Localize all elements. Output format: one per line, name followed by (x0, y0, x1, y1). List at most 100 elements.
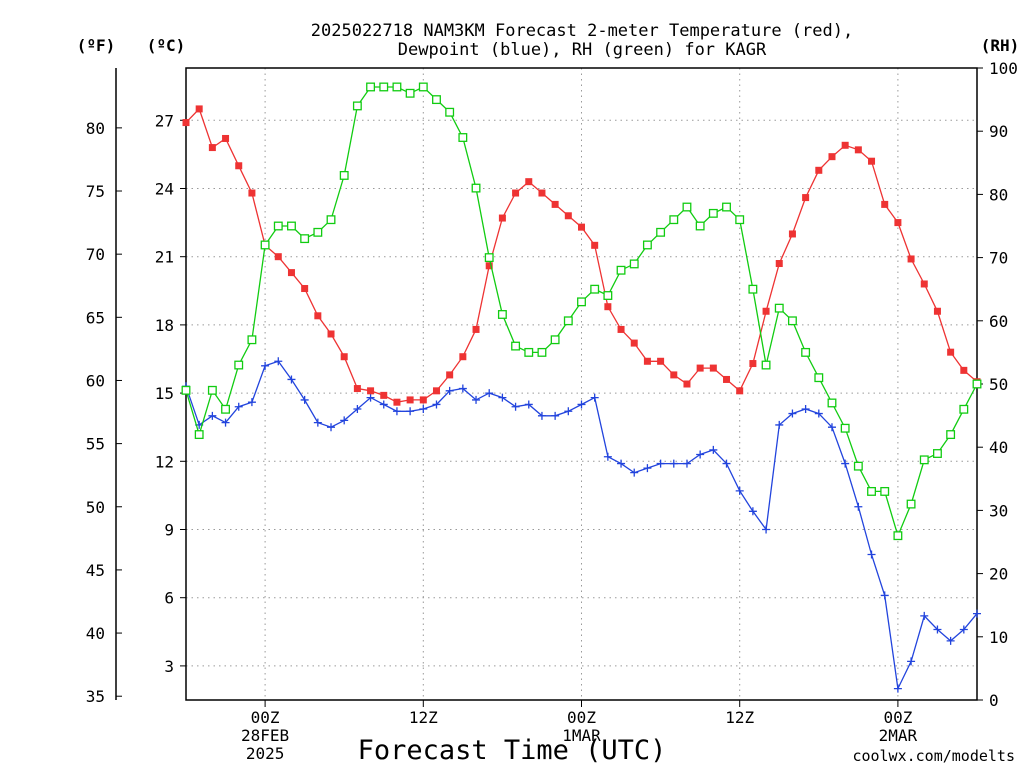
rh-point (392, 82, 402, 92)
temperature-point (578, 223, 585, 231)
rh-point (682, 202, 692, 212)
temperature-point (920, 280, 928, 288)
temperature-point (551, 200, 559, 208)
temperature-point (960, 366, 968, 374)
rh-point (708, 208, 718, 218)
tick-label-rh: 0 (989, 691, 999, 710)
rh-point (972, 379, 982, 389)
dewpoint-point (722, 459, 731, 468)
rh-point (366, 82, 376, 92)
dewpoint-point (827, 423, 836, 432)
temperature-point (406, 396, 414, 404)
temperature-point (802, 194, 810, 202)
dewpoint-point (973, 609, 981, 618)
dewpoint-point (419, 405, 428, 414)
temperature-point (472, 325, 480, 333)
rh-point (867, 486, 876, 496)
rh-point (577, 297, 586, 307)
dewpoint-point (946, 636, 955, 645)
dewpoint-point (920, 611, 929, 620)
rh-point (748, 284, 758, 294)
rh-point (735, 215, 745, 225)
temperature-point (446, 371, 454, 379)
rh-point (669, 215, 679, 225)
tick-label-celsius: 24 (155, 179, 174, 198)
dewpoint-point (458, 384, 467, 393)
temperature-point (947, 348, 955, 356)
dewpoint-point (880, 591, 889, 600)
dewpoint-point (577, 400, 586, 409)
tick-label-celsius: 18 (155, 316, 174, 335)
temperature-point (709, 364, 717, 372)
temperature-point (749, 360, 757, 368)
rh-point (511, 341, 521, 351)
dewpoint-point (445, 386, 454, 395)
rh-point (814, 373, 824, 383)
dewpoint-point (735, 486, 744, 495)
temperature-point (683, 380, 691, 388)
rh-point (616, 265, 626, 275)
rh-point (642, 240, 652, 250)
dewpoint-point (313, 418, 322, 427)
dewpoint-point (814, 409, 823, 418)
rh-point (827, 398, 837, 408)
rh-point (774, 303, 784, 313)
rh-point (550, 335, 560, 345)
dewpoint-point (379, 400, 388, 409)
temperature-point (868, 157, 876, 165)
tick-label-rh: 40 (989, 438, 1008, 457)
temperature-point (340, 353, 348, 361)
tick-label-rh: 60 (989, 312, 1008, 331)
temperature-point (498, 214, 506, 222)
temperature-point (485, 262, 493, 270)
dewpoint-point (234, 402, 243, 411)
rh-point (273, 221, 283, 231)
dewpoint-point (867, 550, 876, 559)
temperature-point (854, 146, 862, 154)
temperature-point (327, 330, 335, 338)
temperature-point (907, 255, 915, 263)
temperature-point (208, 144, 216, 152)
temperature-point (894, 219, 902, 227)
tick-label-rh: 90 (989, 122, 1008, 141)
tick-label-rh: 100 (989, 59, 1018, 78)
temperature-point (723, 375, 731, 383)
rh-point (300, 234, 310, 244)
x-tick-label: 00Z (567, 708, 596, 727)
dewpoint-point (696, 450, 705, 459)
temperature-point (538, 189, 546, 197)
dewpoint-point (327, 423, 336, 432)
temperature-point (828, 153, 836, 161)
temperature-point (657, 357, 665, 365)
rh-point (893, 531, 903, 541)
dewpoint-point (524, 400, 533, 409)
temperature-point (222, 134, 230, 142)
rh-point (181, 385, 191, 395)
temperature-point (736, 387, 744, 395)
data-series (181, 82, 982, 693)
rh-point (432, 95, 441, 105)
tick-label-celsius: 9 (164, 520, 174, 539)
tick-label-celsius: 6 (164, 589, 174, 608)
temperature-point (643, 357, 651, 365)
tick-label-celsius: 21 (155, 248, 174, 267)
x-tick-label: 00Z (251, 708, 280, 727)
rh-point (629, 259, 639, 269)
dewpoint-point (775, 420, 784, 429)
rh-point (563, 316, 573, 326)
credit-text: coolwx.com/modelts (852, 747, 1015, 765)
rh-point (484, 253, 494, 263)
temperature-point (604, 303, 612, 311)
tick-label-rh: 20 (989, 565, 1008, 584)
dewpoint-point (366, 393, 375, 402)
rh-point (537, 347, 547, 357)
dewpoint-point (485, 389, 494, 398)
dewpoint-point (748, 507, 757, 516)
temperature-point (248, 189, 256, 197)
rh-point (352, 101, 362, 111)
celsius-unit-label: (ºC) (147, 36, 186, 55)
rh-point (313, 227, 323, 237)
temperature-point (815, 166, 823, 174)
dewpoint-point (617, 459, 626, 468)
